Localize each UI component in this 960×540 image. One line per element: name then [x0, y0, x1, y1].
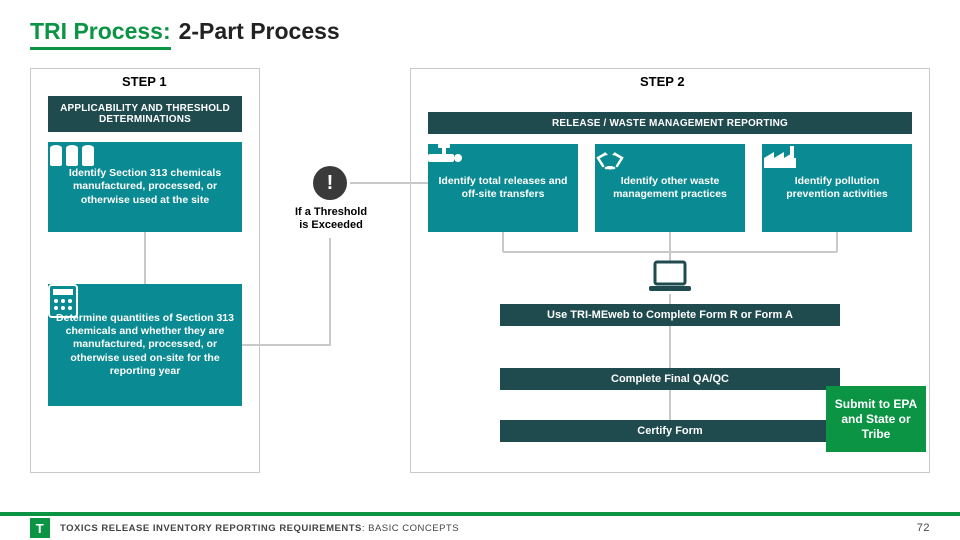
pipe-valve-icon	[428, 144, 464, 170]
exclamation-icon: !	[313, 166, 347, 200]
submit-box: Submit to EPA and State or Tribe	[826, 386, 926, 452]
step2-releases: Identify total releases and off-site tra…	[428, 144, 578, 232]
title-bold: TRI Process:	[30, 18, 171, 50]
page-number: 72	[917, 522, 930, 534]
recycle-icon	[595, 144, 625, 172]
factory-icon	[762, 144, 798, 170]
step2-box-d-text: Identify other waste management practice…	[601, 175, 739, 201]
step2-pollution-prevention: Identify pollution prevention activities	[762, 144, 912, 232]
step2-qaqc: Complete Final QA/QC	[500, 368, 840, 390]
footer-logo-icon: T	[30, 518, 50, 538]
diagram-canvas: STEP 1 STEP 2 APPLICABILITY AND THRESHOL…	[30, 68, 930, 473]
step1-header: APPLICABILITY AND THRESHOLD DETERMINATIO…	[48, 96, 242, 132]
calculator-icon	[48, 284, 78, 318]
footer-text-rest: : BASIC CONCEPTS	[362, 523, 459, 534]
footer: T TOXICS RELEASE INVENTORY REPORTING REQ…	[0, 512, 960, 540]
step1-determine-quantities: Determine quantities of Section 313 chem…	[48, 284, 242, 406]
title-rest: 2-Part Process	[179, 18, 340, 45]
step2-certify: Certify Form	[500, 420, 840, 442]
slide-title: TRI Process: 2-Part Process	[30, 18, 930, 50]
step2-label: STEP 2	[640, 74, 685, 89]
step1-label: STEP 1	[122, 74, 167, 89]
step2-box-c-text: Identify total releases and off-site tra…	[434, 175, 572, 201]
barrels-icon	[48, 142, 96, 170]
step1-identify-chemicals: Identify Section 313 chemicals manufactu…	[48, 142, 242, 232]
step1-box-b-text: Determine quantities of Section 313 chem…	[54, 312, 236, 378]
step2-tri-meweb: Use TRI-MEweb to Complete Form R or Form…	[500, 304, 840, 326]
slide: TRI Process: 2-Part Process	[0, 0, 960, 540]
laptop-icon	[647, 260, 693, 294]
threshold-text: If a Threshold is Exceeded	[292, 206, 370, 232]
step1-box-a-text: Identify Section 313 chemicals manufactu…	[54, 167, 236, 206]
step2-box-e-text: Identify pollution prevention activities	[768, 175, 906, 201]
step2-waste-mgmt: Identify other waste management practice…	[595, 144, 745, 232]
footer-text-bold: TOXICS RELEASE INVENTORY REPORTING REQUI…	[60, 523, 362, 534]
step2-header: RELEASE / WASTE MANAGEMENT REPORTING	[428, 112, 912, 134]
